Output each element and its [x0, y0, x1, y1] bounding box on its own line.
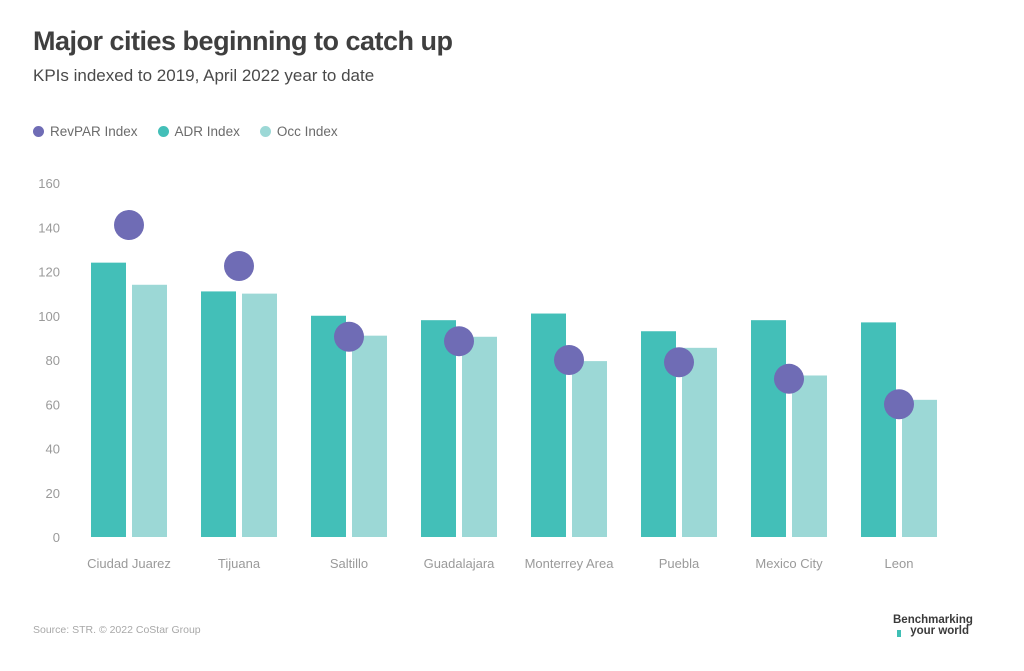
revpar-dot — [664, 347, 694, 378]
revpar-dot — [554, 345, 584, 375]
adr-bar — [311, 315, 346, 537]
source-note: Source: STR. © 2022 CoStar Group — [33, 624, 201, 636]
y-tick-label: 0 — [53, 530, 60, 545]
y-tick-label: 100 — [38, 309, 60, 324]
brand-logo: Benchmarking your world — [893, 614, 973, 637]
revpar-dot — [774, 363, 804, 394]
legend-label-revpar: RevPAR Index — [50, 124, 138, 139]
x-tick-label: Ciudad Juarez — [87, 556, 171, 571]
brand-icon — [897, 630, 901, 637]
legend-label-adr: ADR Index — [174, 124, 240, 139]
y-tick-label: 120 — [38, 265, 60, 280]
adr-bar — [531, 313, 566, 537]
adr-bar — [91, 262, 126, 537]
occ-bar — [792, 375, 827, 537]
x-tick-label: Guadalajara — [424, 556, 496, 571]
revpar-dot — [444, 326, 474, 357]
adr-bar — [751, 320, 786, 537]
legend-swatch-adr — [157, 126, 169, 137]
y-tick-label: 140 — [38, 220, 60, 235]
legend: RevPAR Index ADR Index Occ Index — [33, 124, 338, 139]
revpar-dot — [114, 210, 144, 241]
chart-subtitle: KPIs indexed to 2019, April 2022 year to… — [33, 66, 375, 85]
brand-line-1: Benchmarking — [893, 614, 973, 626]
legend-swatch-occ — [259, 126, 271, 137]
adr-bar — [201, 291, 236, 537]
legend-item-adr: ADR Index — [157, 124, 240, 139]
legend-item-occ: Occ Index — [259, 124, 338, 139]
y-tick-label: 80 — [46, 353, 60, 368]
occ-bar — [352, 335, 387, 537]
legend-swatch-revpar — [33, 126, 44, 137]
revpar-dot — [224, 250, 254, 281]
brand-line-2: your world — [910, 625, 969, 637]
legend-label-occ: Occ Index — [276, 124, 338, 139]
x-tick-label: Mexico City — [755, 556, 823, 571]
x-tick-label: Saltillo — [330, 556, 368, 571]
x-tick-label: Tijuana — [218, 556, 261, 571]
adr-bar — [861, 322, 896, 537]
x-tick-label: Puebla — [659, 556, 700, 571]
y-tick-label: 20 — [46, 486, 60, 501]
occ-bar — [132, 284, 167, 537]
legend-item-revpar: RevPAR Index — [33, 124, 138, 139]
occ-bar — [572, 361, 607, 537]
y-tick-label: 60 — [46, 397, 60, 412]
y-tick-label: 40 — [46, 442, 60, 457]
occ-bar — [682, 347, 717, 537]
y-tick-label: 160 — [38, 176, 60, 191]
adr-bar — [421, 320, 456, 537]
x-tick-label: Monterrey Area — [525, 556, 615, 571]
occ-bar — [902, 399, 937, 537]
occ-bar — [462, 336, 497, 537]
revpar-dot — [884, 389, 914, 420]
x-tick-label: Leon — [885, 556, 914, 571]
revpar-dot — [334, 321, 364, 352]
chart-title: Major cities beginning to catch up — [33, 26, 453, 56]
occ-bar — [242, 293, 277, 537]
